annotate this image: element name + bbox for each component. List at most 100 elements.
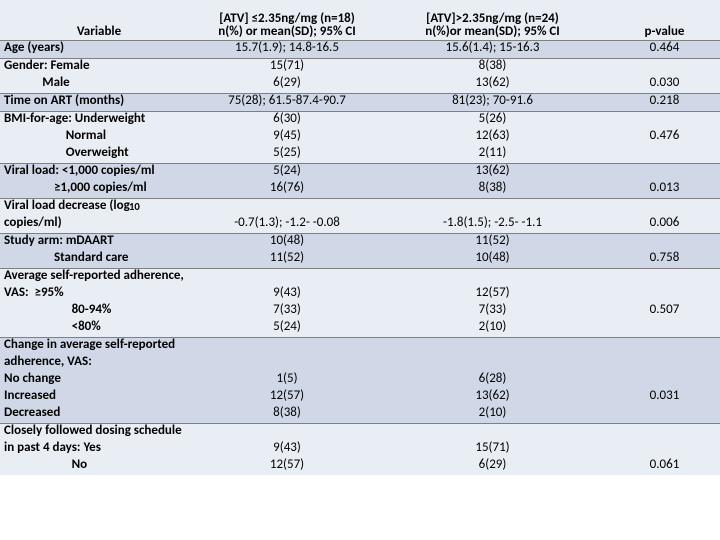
variable-cell: Male — [0, 76, 198, 94]
table-row: No change1(5)6(28) — [0, 372, 720, 389]
table-row: VAS: ≥95%9(43)12(57) — [0, 286, 720, 303]
atv-high-cell: 2(11) — [376, 146, 609, 164]
variable-cell: 80-94% — [0, 303, 198, 320]
pvalue-cell: 0.031 — [609, 389, 720, 406]
atv-high-cell: 13(62) — [376, 164, 609, 182]
header-variable-label: Variable — [77, 24, 121, 39]
header-col2: [ATV]>2.35ng/mg (n=24) n(%)or mean(SD); … — [376, 0, 609, 41]
atv-high-cell: 2(10) — [376, 406, 609, 424]
atv-low-cell — [198, 269, 376, 287]
header-col2-line2: n(%)or mean(SD); 95% CI — [425, 24, 560, 39]
variable-cell: VAS: ≥95% — [0, 286, 198, 303]
table-row: Decreased8(38)2(10) — [0, 406, 720, 424]
variable-cell: Viral load: <1,000 copies/ml — [0, 164, 198, 182]
variable-cell: Viral load decrease (log10 — [0, 199, 198, 217]
header-pvalue-label: p-value — [645, 24, 685, 39]
atv-low-cell: 15(71) — [198, 59, 376, 77]
table-row: in past 4 days: Yes9(43)15(71) — [0, 441, 720, 458]
pvalue-cell — [609, 441, 720, 458]
atv-high-cell: 12(63) — [376, 129, 609, 146]
atv-low-cell — [198, 338, 376, 356]
atv-low-cell: 8(38) — [198, 406, 376, 424]
atv-low-cell: 75(28); 61.5-87.4-90.7 — [198, 94, 376, 112]
table-row: Closely followed dosing schedule — [0, 424, 720, 442]
atv-low-cell: -0.7(1.3); -1.2- -0.08 — [198, 216, 376, 234]
header-pvalue: p-value — [609, 0, 720, 41]
variable-cell: BMI-for-age: Underweight — [0, 112, 198, 130]
variable-cell: Average self-reported adherence, — [0, 269, 198, 287]
variable-cell: copies/ml) — [0, 216, 198, 234]
atv-low-cell: 15.7(1.9); 14.8-16.5 — [198, 41, 376, 59]
atv-low-cell: 10(48) — [198, 234, 376, 252]
atv-high-cell: 10(48) — [376, 251, 609, 269]
table-row: Standard care11(52)10(48)0.758 — [0, 251, 720, 269]
pvalue-cell — [609, 146, 720, 164]
pvalue-cell — [609, 234, 720, 252]
atv-low-cell: 7(33) — [198, 303, 376, 320]
atv-low-cell: 16(76) — [198, 181, 376, 199]
atv-high-cell: 11(52) — [376, 234, 609, 252]
pvalue-cell: 0.218 — [609, 94, 720, 112]
atv-high-cell — [376, 269, 609, 287]
atv-high-cell: 6(29) — [376, 458, 609, 475]
table-row: Time on ART (months)75(28); 61.5-87.4-90… — [0, 94, 720, 112]
header-variable: Variable — [0, 0, 198, 41]
table-row: copies/ml)-0.7(1.3); -1.2- -0.08-1.8(1.5… — [0, 216, 720, 234]
table-row: Normal9(45)12(63)0.476 — [0, 129, 720, 146]
atv-high-cell: 6(28) — [376, 372, 609, 389]
pvalue-cell: 0.476 — [609, 129, 720, 146]
variable-cell: Study arm: mDAART — [0, 234, 198, 252]
variable-cell: No — [0, 458, 198, 475]
atv-low-cell: 5(24) — [198, 164, 376, 182]
variable-cell: <80% — [0, 320, 198, 338]
table-row: Gender: Female15(71)8(38) — [0, 59, 720, 77]
table-row: Overweight5(25)2(11) — [0, 146, 720, 164]
table-row: ≥1,000 copies/ml16(76)8(38)0.013 — [0, 181, 720, 199]
pvalue-cell — [609, 355, 720, 372]
atv-low-cell: 9(43) — [198, 286, 376, 303]
table-row: No12(57)6(29)0.061 — [0, 458, 720, 475]
variable-cell: in past 4 days: Yes — [0, 441, 198, 458]
variable-cell: Gender: Female — [0, 59, 198, 77]
atv-high-cell — [376, 199, 609, 217]
table-row: adherence, VAS: — [0, 355, 720, 372]
table-header-row: Variable [ATV] ≤2.35ng/mg (n=18) n(%) or… — [0, 0, 720, 41]
atv-low-cell: 6(29) — [198, 76, 376, 94]
variable-cell: Standard care — [0, 251, 198, 269]
atv-high-cell: 13(62) — [376, 389, 609, 406]
atv-high-cell: 8(38) — [376, 181, 609, 199]
pvalue-cell: 0.061 — [609, 458, 720, 475]
pvalue-cell — [609, 269, 720, 287]
header-col1: [ATV] ≤2.35ng/mg (n=18) n(%) or mean(SD)… — [198, 0, 376, 41]
pvalue-cell — [609, 406, 720, 424]
atv-high-cell: 13(62) — [376, 76, 609, 94]
pvalue-cell: 0.006 — [609, 216, 720, 234]
pvalue-cell — [609, 424, 720, 442]
pvalue-cell — [609, 59, 720, 77]
atv-comparison-table: Variable [ATV] ≤2.35ng/mg (n=18) n(%) or… — [0, 0, 720, 475]
atv-low-cell: 9(43) — [198, 441, 376, 458]
header-col1-line2: n(%) or mean(SD); 95% CI — [218, 24, 355, 39]
table-row: Male6(29)13(62)0.030 — [0, 76, 720, 94]
atv-high-cell: 12(57) — [376, 286, 609, 303]
atv-low-cell: 9(45) — [198, 129, 376, 146]
atv-low-cell: 5(25) — [198, 146, 376, 164]
variable-cell: Overweight — [0, 146, 198, 164]
atv-low-cell — [198, 199, 376, 217]
variable-cell: Age (years) — [0, 41, 198, 59]
pvalue-cell — [609, 112, 720, 130]
atv-high-cell: 15(71) — [376, 441, 609, 458]
pvalue-cell: 0.013 — [609, 181, 720, 199]
table-row: Age (years)15.7(1.9); 14.8-16.515.6(1.4)… — [0, 41, 720, 59]
variable-cell: adherence, VAS: — [0, 355, 198, 372]
variable-cell: Closely followed dosing schedule — [0, 424, 198, 442]
atv-high-cell: -1.8(1.5); -2.5- -1.1 — [376, 216, 609, 234]
atv-high-cell — [376, 355, 609, 372]
table-row: Viral load decrease (log10 — [0, 199, 720, 217]
variable-cell: Increased — [0, 389, 198, 406]
variable-cell: Decreased — [0, 406, 198, 424]
table-row: Study arm: mDAART10(48)11(52) — [0, 234, 720, 252]
table-row: Increased12(57)13(62)0.031 — [0, 389, 720, 406]
pvalue-cell: 0.464 — [609, 41, 720, 59]
variable-cell: No change — [0, 372, 198, 389]
